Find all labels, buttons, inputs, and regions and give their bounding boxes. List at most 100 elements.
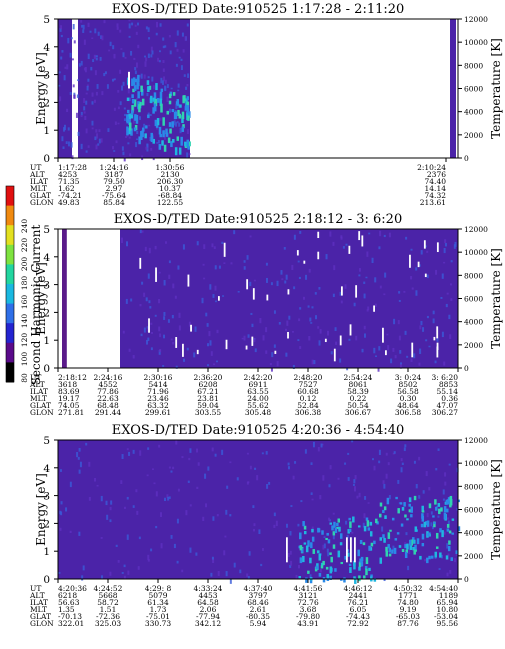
speckle [205,312,208,317]
intense-feature [131,98,135,104]
speckle [163,316,166,320]
speckle [159,23,162,27]
y2-axis-label: Temperature [K] [489,248,503,349]
intense-feature [352,516,355,523]
speckle [398,299,401,302]
speckle [212,558,215,564]
speckle [397,479,400,484]
speckle [162,45,165,49]
speckle [323,536,326,538]
intense-feature [430,555,434,559]
intense-feature [437,503,441,507]
intense-feature [186,101,190,108]
ephemeris-value: 1.35 [58,605,75,614]
speckle [125,241,128,247]
ephemeris-value: -75.64 [102,191,126,200]
intense-feature [393,547,397,554]
speckle [425,339,428,342]
intense-feature [397,508,400,514]
speckle [178,122,181,127]
speckle [381,526,384,532]
speckle [94,28,97,34]
intense-feature [325,537,328,540]
spectrogram-region [120,229,458,368]
speckle [210,351,213,356]
speckle [310,492,313,495]
speckle [101,91,104,96]
speckle [348,338,351,341]
y-tick-label: 5 [43,224,50,236]
y-tick-label: 0 [43,574,50,586]
speckle [356,495,359,499]
speckle [329,231,332,237]
ephemeris-value: 60.68 [297,387,319,396]
intense-feature [302,555,305,563]
intense-feature [432,515,435,518]
speckle [85,92,88,95]
speckle [181,569,184,573]
speckle [413,460,416,464]
speckle [98,129,101,133]
speckle [161,80,164,85]
speckle [259,317,262,324]
ephemeris-value: 56.58 [397,387,419,396]
ephemeris-value: 43.91 [297,619,318,628]
speckle [170,470,173,473]
speckle [361,348,364,353]
speckle [98,138,101,144]
speckle [302,296,305,300]
intense-feature [331,525,334,531]
speckle [126,448,129,451]
colorbar-frame [5,185,15,383]
intense-feature [140,85,143,92]
ephemeris-value: 3121 [298,591,317,600]
ephemeris-value: 4:50:32 [394,584,423,593]
intense-feature [365,557,369,565]
y2-tick-label: 0 [464,364,469,373]
speckle [339,291,342,296]
intense-feature [365,568,368,576]
speckle [103,72,106,77]
speckle [363,293,366,299]
intense-feature [348,517,351,521]
speckle [176,518,179,524]
speckle [115,140,118,144]
speckle [148,37,151,40]
speckle [265,262,268,266]
speckle [297,523,300,527]
speckle [158,444,161,448]
saturation-streak [252,288,255,300]
saturation-streak [436,346,439,358]
speckle [246,573,249,577]
speckle [193,352,196,358]
speckle [178,56,181,59]
intense-feature [370,574,373,578]
intense-feature [395,496,398,500]
speckle [299,230,302,234]
speckle [353,479,356,484]
intense-feature [174,111,178,120]
ephemeris-value: 306.67 [345,408,371,417]
speckle [295,574,298,579]
speckle [393,451,396,454]
speckle [83,111,86,114]
intense-feature [408,497,412,503]
speckle [168,466,171,469]
intense-feature [443,512,447,520]
speckle [58,572,61,574]
speckle [371,458,374,461]
speckle [422,327,425,332]
speckle [209,284,212,290]
speckle [292,364,295,370]
intense-feature [332,531,336,536]
intense-feature [168,93,172,99]
ephemeris-value: 68.46 [247,598,269,607]
intense-feature [353,563,356,570]
intense-feature [336,526,339,530]
speckle [85,100,88,105]
speckle [168,34,171,38]
intense-feature [298,575,301,579]
speckle [310,462,313,465]
speckle [123,564,126,568]
intense-feature [357,525,361,528]
